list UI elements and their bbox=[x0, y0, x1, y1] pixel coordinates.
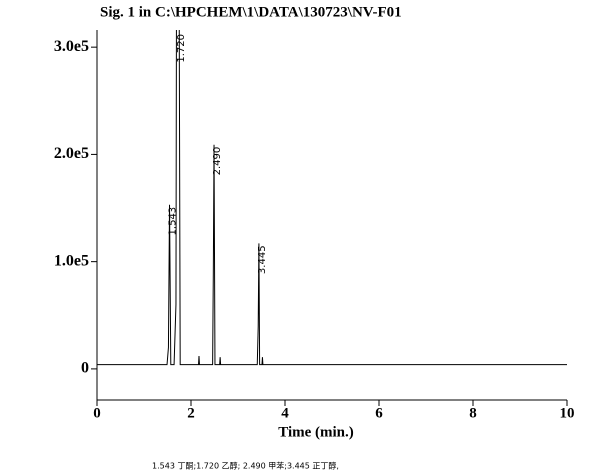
y-tick-label: 0 bbox=[81, 360, 89, 377]
x-tick-label: 10 bbox=[560, 405, 575, 421]
plot-area bbox=[97, 30, 567, 366]
x-tick-label: 6 bbox=[375, 405, 383, 421]
x-tick-label: 0 bbox=[93, 405, 101, 421]
peak-label: 3.445 bbox=[257, 245, 268, 274]
footnote: 1.543 丁酮;1.720 乙醇; 2.490 甲苯;3.445 正丁醇, bbox=[152, 461, 339, 471]
peak-label: 2.490 bbox=[212, 147, 223, 176]
x-tick-label: 2 bbox=[187, 405, 195, 421]
y-tick-label: 2.0e5 bbox=[54, 145, 89, 162]
peak-label: 1.543 bbox=[168, 207, 179, 236]
signal-line bbox=[97, 30, 567, 366]
y-tick-label: 3.0e5 bbox=[54, 38, 89, 55]
x-axis-title: Time (min.) bbox=[278, 424, 354, 440]
x-tick-label: 8 bbox=[469, 405, 477, 421]
peak-label: 1.720 bbox=[176, 34, 187, 63]
x-tick-label: 4 bbox=[281, 405, 289, 421]
chart-title: Sig. 1 in C:\HPCHEM\1\DATA\130723\NV-F01 bbox=[100, 4, 402, 20]
y-tick-label: 1.0e5 bbox=[54, 252, 89, 269]
